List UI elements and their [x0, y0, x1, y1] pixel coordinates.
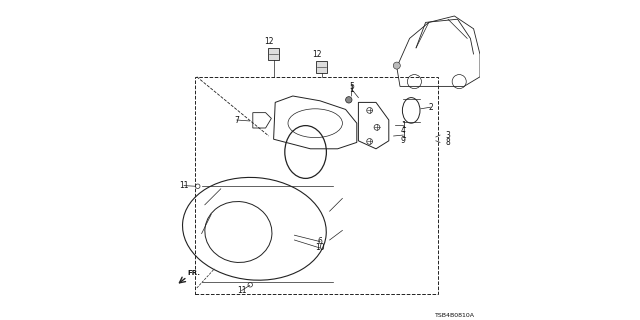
Text: 1: 1	[349, 85, 355, 94]
Text: 3: 3	[445, 131, 451, 140]
Text: 12: 12	[264, 37, 273, 46]
Text: 8: 8	[445, 138, 451, 147]
Circle shape	[393, 62, 401, 69]
Text: 2: 2	[428, 103, 433, 112]
Text: 4: 4	[401, 126, 406, 135]
Text: 7: 7	[234, 116, 239, 124]
FancyBboxPatch shape	[317, 61, 327, 73]
Text: FR.: FR.	[187, 270, 200, 276]
Text: 1: 1	[401, 121, 406, 130]
FancyBboxPatch shape	[269, 48, 279, 60]
Text: 11: 11	[237, 286, 246, 295]
Text: 11: 11	[179, 181, 189, 190]
Text: 1: 1	[401, 131, 406, 140]
Text: 6: 6	[317, 237, 323, 246]
Text: 5: 5	[349, 82, 355, 91]
Text: 10: 10	[315, 244, 325, 252]
Circle shape	[346, 97, 352, 103]
Text: 12: 12	[312, 50, 321, 59]
Text: 9: 9	[401, 136, 406, 145]
Text: TSB4B0810A: TSB4B0810A	[435, 313, 475, 318]
